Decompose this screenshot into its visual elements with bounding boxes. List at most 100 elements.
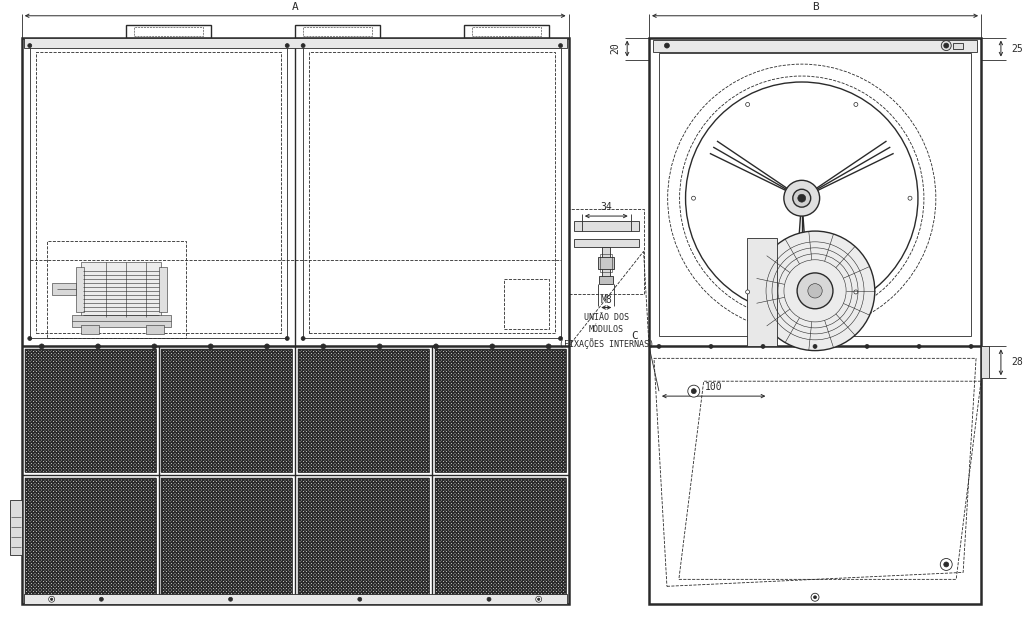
Circle shape [28, 337, 32, 341]
Text: UNIÃO DOS
MÓDULOS
(FIXAÇÕES INTERNAS): UNIÃO DOS MÓDULOS (FIXAÇÕES INTERNAS) [559, 314, 653, 349]
Circle shape [264, 344, 269, 349]
Bar [162, 479, 292, 601]
Circle shape [944, 43, 948, 48]
Bar [303, 45, 560, 339]
Circle shape [969, 344, 973, 348]
Circle shape [761, 344, 765, 348]
Circle shape [691, 196, 695, 200]
Bar [435, 479, 565, 601]
Bar [598, 258, 614, 269]
Bar [146, 325, 164, 334]
Circle shape [286, 43, 289, 47]
Bar [653, 40, 977, 52]
Circle shape [783, 180, 819, 216]
Circle shape [865, 344, 869, 348]
Bar [51, 283, 77, 295]
Circle shape [709, 344, 713, 348]
Text: 20: 20 [610, 43, 621, 54]
Circle shape [152, 344, 157, 349]
Circle shape [918, 344, 921, 348]
Bar [953, 43, 964, 49]
Circle shape [301, 43, 305, 47]
Circle shape [940, 558, 952, 571]
Circle shape [301, 337, 305, 341]
Bar [36, 52, 282, 332]
Bar [981, 346, 989, 378]
Bar [659, 52, 971, 337]
Circle shape [538, 598, 540, 601]
Circle shape [536, 596, 542, 602]
Bar [82, 262, 161, 316]
Circle shape [665, 43, 670, 48]
Circle shape [798, 194, 806, 202]
Circle shape [811, 593, 819, 601]
Circle shape [908, 196, 912, 200]
Bar [77, 267, 84, 312]
Bar [295, 25, 380, 38]
Circle shape [321, 344, 326, 349]
Circle shape [793, 189, 811, 207]
Bar [72, 314, 171, 327]
Bar [435, 479, 565, 601]
Circle shape [797, 273, 833, 309]
Circle shape [208, 344, 213, 349]
Bar [25, 479, 156, 601]
Bar [602, 247, 610, 279]
Bar [162, 350, 292, 472]
Circle shape [50, 598, 53, 601]
Bar [435, 350, 565, 472]
Circle shape [854, 102, 858, 107]
Circle shape [228, 597, 232, 601]
Circle shape [546, 344, 551, 349]
Circle shape [39, 344, 44, 349]
Bar [464, 25, 549, 38]
Bar [22, 38, 568, 604]
Circle shape [433, 344, 438, 349]
Bar [159, 267, 167, 312]
Bar [162, 479, 292, 601]
Circle shape [941, 41, 951, 50]
Circle shape [28, 43, 32, 47]
Text: 34: 34 [600, 202, 612, 212]
Bar [649, 38, 981, 604]
Text: 100: 100 [705, 382, 723, 392]
Bar [303, 27, 372, 36]
Circle shape [558, 337, 562, 341]
Circle shape [756, 231, 874, 351]
Bar [162, 350, 292, 472]
Bar [298, 479, 429, 601]
Bar [10, 500, 22, 555]
Text: 28: 28 [1011, 357, 1023, 367]
Circle shape [688, 385, 699, 397]
Circle shape [691, 389, 696, 394]
Circle shape [377, 344, 382, 349]
Bar [599, 275, 613, 284]
Bar [24, 594, 566, 604]
Circle shape [487, 597, 490, 601]
Circle shape [558, 43, 562, 47]
Bar [569, 209, 643, 293]
Bar [600, 254, 612, 272]
Text: M8: M8 [600, 295, 612, 305]
Bar [25, 350, 156, 472]
Bar [30, 45, 287, 339]
Bar [24, 38, 566, 47]
Circle shape [99, 597, 103, 601]
Bar [298, 350, 429, 472]
Bar [574, 221, 639, 231]
Circle shape [944, 562, 948, 567]
Circle shape [49, 596, 54, 602]
Bar [435, 350, 565, 472]
Text: C: C [632, 332, 639, 341]
Text: A: A [292, 2, 299, 12]
Bar [298, 350, 429, 472]
Bar [126, 25, 211, 38]
Circle shape [745, 290, 750, 294]
Bar [47, 241, 185, 339]
Bar [298, 479, 429, 601]
Bar [25, 350, 156, 472]
Circle shape [745, 102, 750, 107]
Circle shape [357, 597, 361, 601]
Circle shape [95, 344, 100, 349]
Bar [134, 27, 203, 36]
